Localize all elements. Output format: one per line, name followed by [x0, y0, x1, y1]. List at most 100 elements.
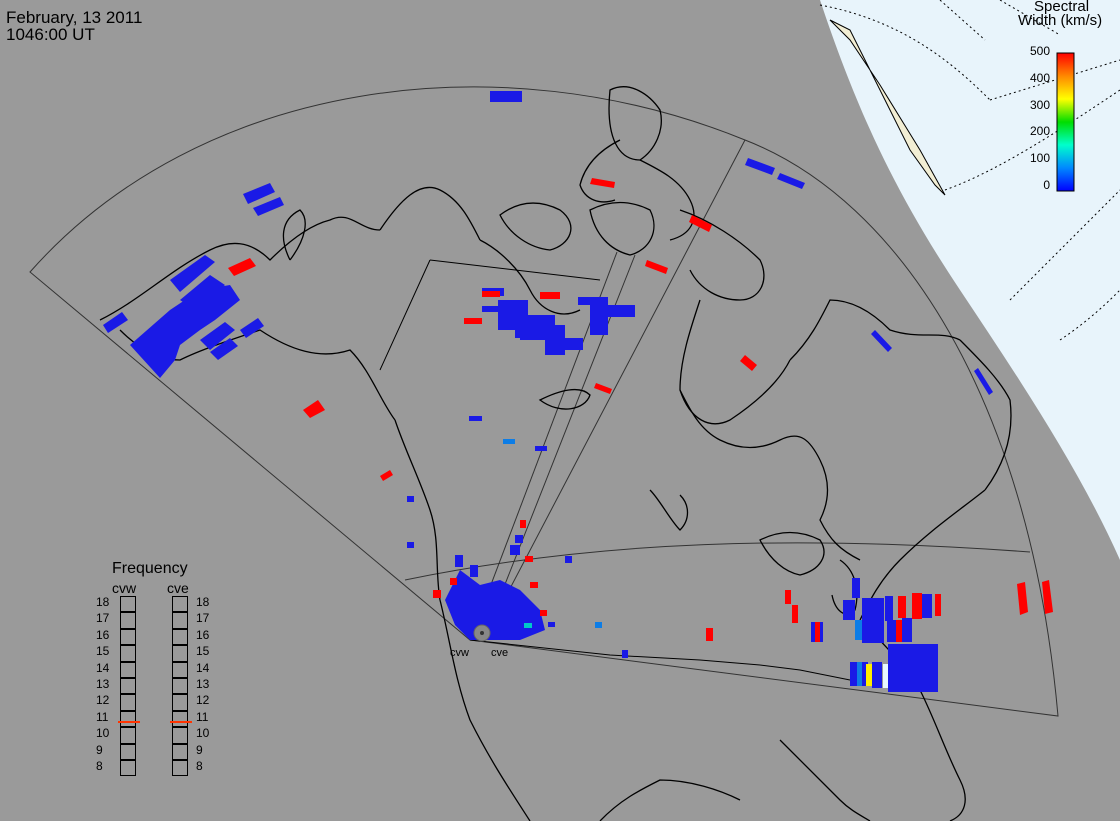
frequency-cell	[120, 645, 136, 662]
scatter-cell	[243, 183, 275, 204]
sunlit-coast	[829, 19, 946, 196]
frequency-level-label: 18	[196, 595, 210, 609]
scatter-cell	[935, 594, 941, 616]
scatter-cell	[464, 318, 482, 324]
scatter-cell	[470, 565, 478, 577]
colorbar-tick-label: 100	[1029, 151, 1050, 166]
scatter-cell	[450, 578, 457, 585]
scatter-cell	[902, 618, 912, 642]
frequency-cell	[120, 612, 136, 629]
frequency-cell	[172, 760, 188, 777]
frequency-level-label: 9	[196, 742, 203, 757]
radar-site-dot	[480, 631, 484, 635]
colorbar-gradient	[1056, 52, 1075, 192]
scatter-cell	[530, 582, 538, 588]
scatter-cell	[896, 620, 902, 642]
frequency-cell	[120, 727, 136, 744]
frequency-cell	[120, 596, 136, 613]
scatter-cell	[898, 596, 906, 618]
frequency-cell	[120, 694, 136, 711]
time-label: 1046:00 UT	[6, 25, 95, 44]
scatter-cell	[515, 535, 523, 543]
scatter-cell	[130, 285, 240, 378]
frequency-level-label: 15	[196, 644, 210, 659]
scatter-cell	[1017, 582, 1028, 615]
frequency-level-label: 8	[196, 759, 203, 773]
scatter-cell	[871, 330, 892, 352]
frequency-level-label: 10	[96, 726, 110, 741]
scatter-cell	[540, 292, 560, 299]
frequency-level-label: 17	[96, 611, 110, 626]
frequency-level-label: 15	[96, 644, 110, 659]
frequency-cell	[120, 710, 136, 728]
scatter-cell	[407, 496, 414, 502]
scatter-cell	[565, 338, 583, 350]
scatter-cell	[482, 291, 500, 297]
scatter-cell	[228, 258, 256, 276]
colorbar-title-line1: Spectral	[1034, 0, 1090, 15]
coastlines	[99, 86, 1012, 821]
radar-label-west: cvw	[450, 647, 469, 659]
frequency-cell	[172, 727, 188, 744]
scatter-cell	[885, 596, 893, 621]
scatter-cell	[510, 545, 520, 555]
frequency-level-label: 14	[96, 660, 110, 675]
scatter-cell	[490, 91, 522, 102]
frequency-level-label: 12	[196, 693, 210, 708]
frequency-level-label: 9	[96, 742, 103, 757]
frequency-cell	[172, 743, 188, 760]
scatter-cell	[170, 255, 215, 292]
scatter-cell	[565, 556, 572, 563]
scatter-cell	[872, 662, 882, 688]
frequency-level-label: 13	[196, 677, 210, 691]
colorbar-tick-label: 500	[1029, 44, 1050, 58]
scatter-cell	[792, 605, 798, 623]
scatter-cell	[180, 275, 225, 310]
geo-grid	[819, 0, 1120, 341]
scatter-cell	[445, 570, 545, 640]
frequency-cvw-label: cvw	[112, 580, 137, 596]
scatter-cell	[866, 664, 872, 686]
frequency-cve-label: cve	[167, 580, 189, 596]
radar-scatter	[103, 91, 1053, 692]
frequency-cell	[172, 678, 188, 695]
scatter-cell	[520, 520, 526, 528]
scatter-cell	[815, 622, 820, 642]
polar-ocean-region	[820, 0, 1120, 560]
scatter-cell	[689, 215, 712, 232]
scatter-cell	[912, 593, 922, 619]
frequency-level-label: 16	[196, 627, 210, 642]
scatter-cell	[1042, 580, 1053, 614]
colorbar-tick-label: 400	[1029, 70, 1050, 85]
scatter-cell	[850, 662, 857, 686]
colorbar-title-line2: Width (km/s)	[1018, 12, 1103, 29]
frequency-level-label: 18	[96, 595, 110, 609]
scatter-cell	[548, 622, 555, 627]
frequency-level-label: 8	[96, 759, 103, 773]
frequency-cell	[120, 628, 136, 646]
scatter-cell	[974, 368, 993, 395]
frequency-level-label: 11	[96, 709, 109, 724]
scatter-cell	[469, 416, 482, 421]
frequency-cell	[172, 596, 188, 613]
scatter-cell	[455, 555, 463, 567]
frequency-cell	[172, 710, 188, 728]
scatter-cell	[622, 650, 628, 658]
scatter-cell	[303, 400, 325, 418]
scatter-cell	[887, 620, 897, 642]
scatter-cell	[777, 173, 805, 189]
scatter-cell	[706, 628, 713, 641]
scatter-cell	[852, 578, 860, 598]
scatter-cell	[545, 325, 565, 355]
scatter-cell	[888, 644, 938, 692]
frequency-cell	[172, 694, 188, 711]
frequency-level-label: 14	[196, 660, 210, 675]
scatter-cell	[103, 312, 128, 333]
frequency-panel-title: Frequency	[112, 560, 188, 577]
frequency-cell	[120, 678, 136, 695]
scatter-cell	[524, 623, 532, 628]
scatter-cell	[594, 383, 612, 394]
scatter-cell	[253, 197, 284, 216]
